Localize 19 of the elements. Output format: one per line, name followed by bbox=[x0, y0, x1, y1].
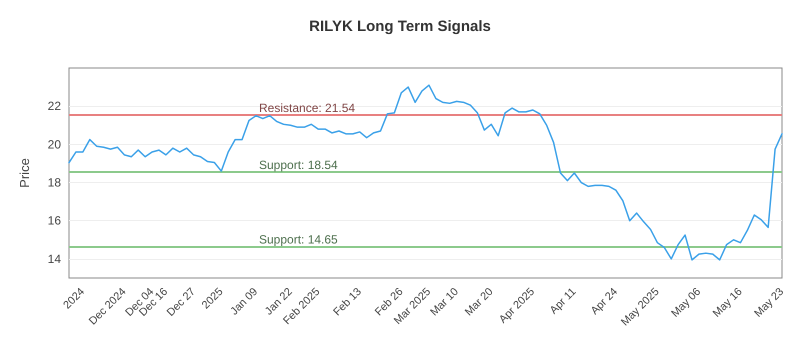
x-tick-label: Apr 11 bbox=[548, 286, 579, 317]
y-tick-label: 16 bbox=[48, 214, 62, 228]
x-tick-label: May 16 bbox=[710, 286, 745, 320]
x-tick-label: Apr 24 bbox=[588, 286, 620, 318]
y-tick-label: 20 bbox=[48, 137, 62, 152]
ref-line-label: Support: 14.65 bbox=[259, 232, 338, 246]
y-tick-label: 22 bbox=[48, 99, 62, 114]
x-tick-label: Mar 20 bbox=[462, 286, 496, 318]
x-tick-label: May 23 bbox=[752, 286, 786, 320]
chart-title: RILYK Long Term Signals bbox=[309, 18, 491, 35]
y-axis-title: Price bbox=[17, 158, 32, 188]
x-tick-label: Jan 09 bbox=[228, 286, 260, 318]
ref-line-label: Support: 18.54 bbox=[259, 158, 338, 172]
line-series bbox=[68, 84, 783, 261]
ref-line-label: Resistance: 21.54 bbox=[259, 100, 356, 115]
x-tick-label: May 06 bbox=[669, 286, 704, 320]
x-tick-label: Feb 13 bbox=[331, 286, 364, 318]
y-tick-label: 14 bbox=[48, 252, 62, 266]
y-tick-label: 18 bbox=[48, 176, 62, 190]
